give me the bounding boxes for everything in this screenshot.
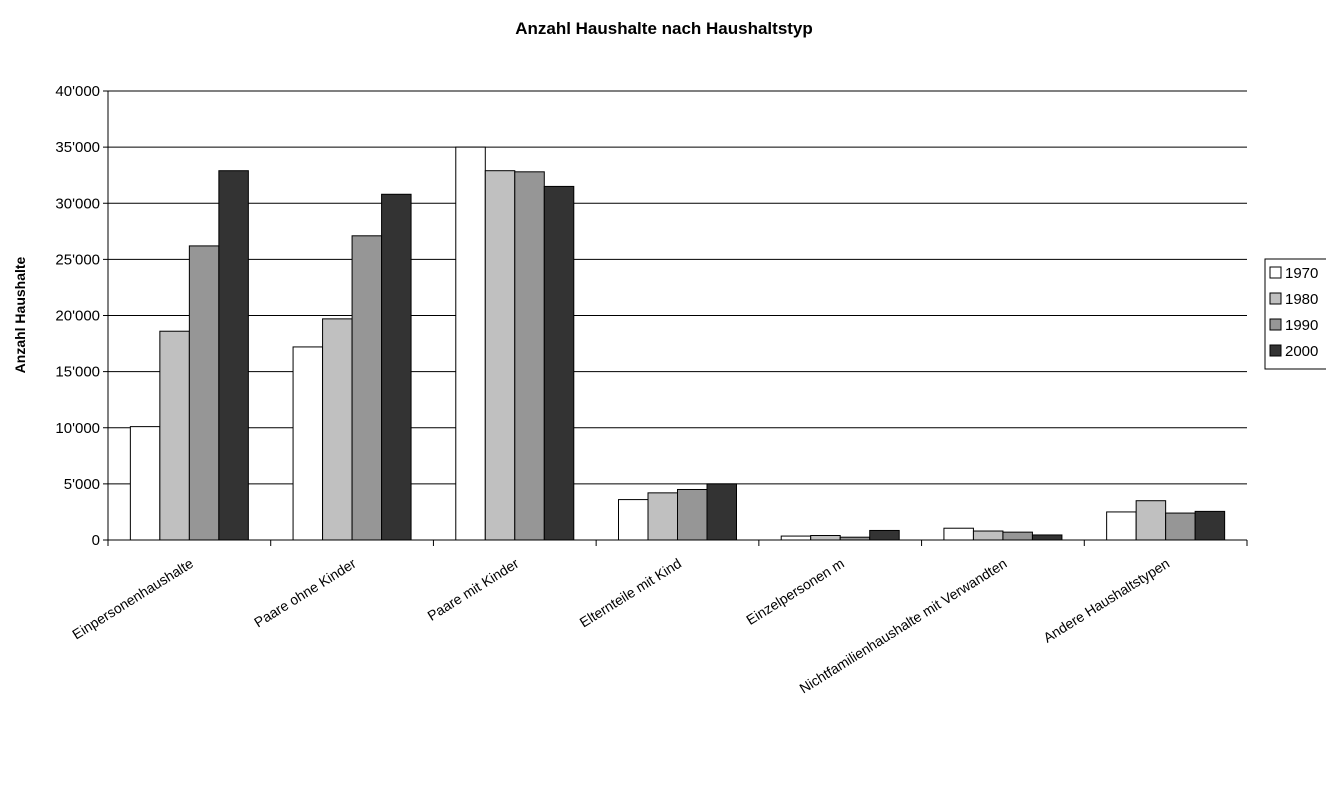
bar [647, 492, 678, 541]
bar [188, 245, 220, 541]
bar [322, 318, 353, 541]
bar [292, 346, 324, 541]
bar [869, 529, 900, 541]
bar [943, 527, 974, 541]
y-tick-label: 20'000 [55, 308, 100, 325]
bar [1031, 534, 1063, 541]
bar [706, 483, 737, 541]
bar [351, 235, 383, 541]
x-category-label: Paare mit Kinder [424, 555, 521, 624]
y-tick-label: 15'000 [55, 364, 100, 381]
bar [159, 330, 190, 541]
bar [1165, 512, 1196, 541]
y-tick-label: 5'000 [64, 476, 100, 493]
x-category-label: Einzelpersonen m [743, 555, 847, 628]
legend-swatch [1269, 266, 1282, 279]
legend-label: 1980 [1285, 291, 1318, 308]
bar [543, 185, 575, 541]
y-tick-label: 0 [92, 532, 100, 549]
y-tick-label: 25'000 [55, 251, 100, 268]
legend: 1970 1980 1990 2000 [1264, 258, 1326, 370]
axes [107, 91, 1247, 541]
y-tick-label: 40'000 [55, 83, 100, 100]
bar [381, 193, 412, 541]
bar [810, 535, 841, 541]
bar [484, 170, 516, 541]
bar [514, 171, 545, 541]
legend-swatch [1269, 292, 1282, 305]
bars [129, 146, 1226, 541]
bar [780, 535, 812, 541]
x-category-label: Paare ohne Kinder [251, 555, 359, 631]
bar [1106, 511, 1137, 541]
legend-swatch [1269, 344, 1282, 357]
x-axis-ticks: Einpersonenhaushalte Paare ohne Kinder Paa… [69, 540, 1248, 696]
bar [218, 170, 249, 541]
y-tick-label: 35'000 [55, 139, 100, 156]
y-tick-label: 10'000 [55, 420, 100, 437]
grid-lines [108, 90, 1247, 485]
x-category-label: Elternteile mit Kind [577, 555, 684, 630]
bar [455, 146, 486, 541]
legend-label: 1970 [1285, 265, 1318, 282]
legend-label: 2000 [1285, 343, 1318, 360]
y-axis-ticks: 0 5'000 10'000 15'000 20'000 25'000 30'000 35'0… [55, 83, 108, 549]
bar [1002, 531, 1033, 541]
bar [129, 426, 161, 541]
bar [618, 499, 649, 541]
bar [972, 530, 1004, 541]
y-tick-label: 30'000 [55, 195, 100, 212]
legend-swatch [1269, 318, 1282, 331]
y-axis-label: Anzahl Haushalte [12, 256, 28, 373]
x-category-label: Einpersonenhaushalte [69, 555, 196, 643]
bar [677, 488, 708, 541]
bar [1194, 510, 1226, 541]
bar [1135, 500, 1167, 541]
chart-title: Anzahl Haushalte nach Haushaltstyp [515, 19, 813, 38]
legend-label: 1990 [1285, 317, 1318, 334]
x-category-label: Andere Haushaltstypen [1040, 555, 1172, 646]
